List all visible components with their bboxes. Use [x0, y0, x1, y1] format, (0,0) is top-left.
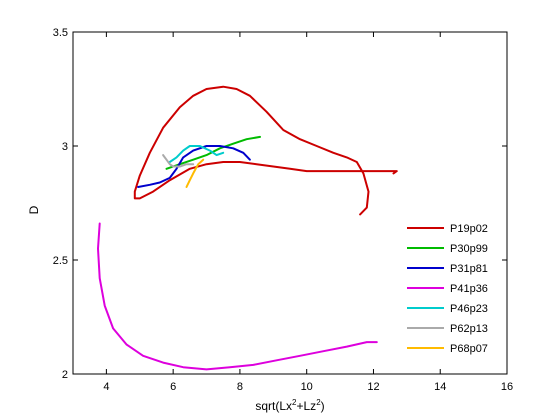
legend-label: P41p36 [450, 283, 488, 295]
legend: P19p02 P30p99 P31p81 P41p36 P46p23 P62p13 P68p… [407, 223, 488, 355]
y-axis-ticks: 2 2.5 3 3.5 [53, 27, 507, 381]
legend-label: P31p81 [450, 263, 488, 275]
legend-label: P30p99 [450, 243, 488, 255]
legend-label: P46p23 [450, 303, 488, 315]
x-tick-label: 16 [501, 381, 513, 393]
y-tick-label: 2.5 [53, 255, 68, 267]
series-line-p46p23 [168, 145, 225, 163]
y-tick-label: 3 [62, 141, 68, 153]
series-line-p31p81 [137, 145, 251, 188]
y-axis-label: D [27, 205, 41, 214]
plot-area [72, 31, 508, 375]
y-tick-label: 3.5 [53, 27, 68, 39]
x-axis-ticks: 4 6 8 10 12 14 16 [103, 32, 513, 393]
x-axis-label-mid: +Lz [297, 399, 317, 413]
x-axis-label-sup2: 2 [316, 398, 321, 407]
x-axis-label-end: ) [321, 399, 325, 413]
series-line-p68p07 [185, 158, 205, 188]
legend-label: P62p13 [450, 323, 488, 335]
series-line-p41p36 [97, 222, 378, 371]
x-tick-label: 8 [237, 381, 243, 393]
series-line-p19p02 [133, 85, 398, 216]
x-tick-label: 6 [170, 381, 176, 393]
series-lines [97, 85, 398, 371]
x-tick-label: 4 [103, 381, 109, 393]
x-axis-label-sup1: 2 [292, 398, 297, 407]
series-line-p62p13 [162, 154, 195, 168]
legend-label: P19p02 [450, 223, 488, 235]
x-axis-label-base: sqrt(Lx [255, 399, 292, 413]
x-tick-label: 14 [434, 381, 446, 393]
x-axis-label: sqrt(Lx2+Lz2) [255, 398, 324, 413]
y-tick-label: 2 [62, 369, 68, 381]
x-tick-label: 10 [301, 381, 313, 393]
x-tick-label: 12 [367, 381, 379, 393]
legend-label: P68p07 [450, 343, 488, 355]
